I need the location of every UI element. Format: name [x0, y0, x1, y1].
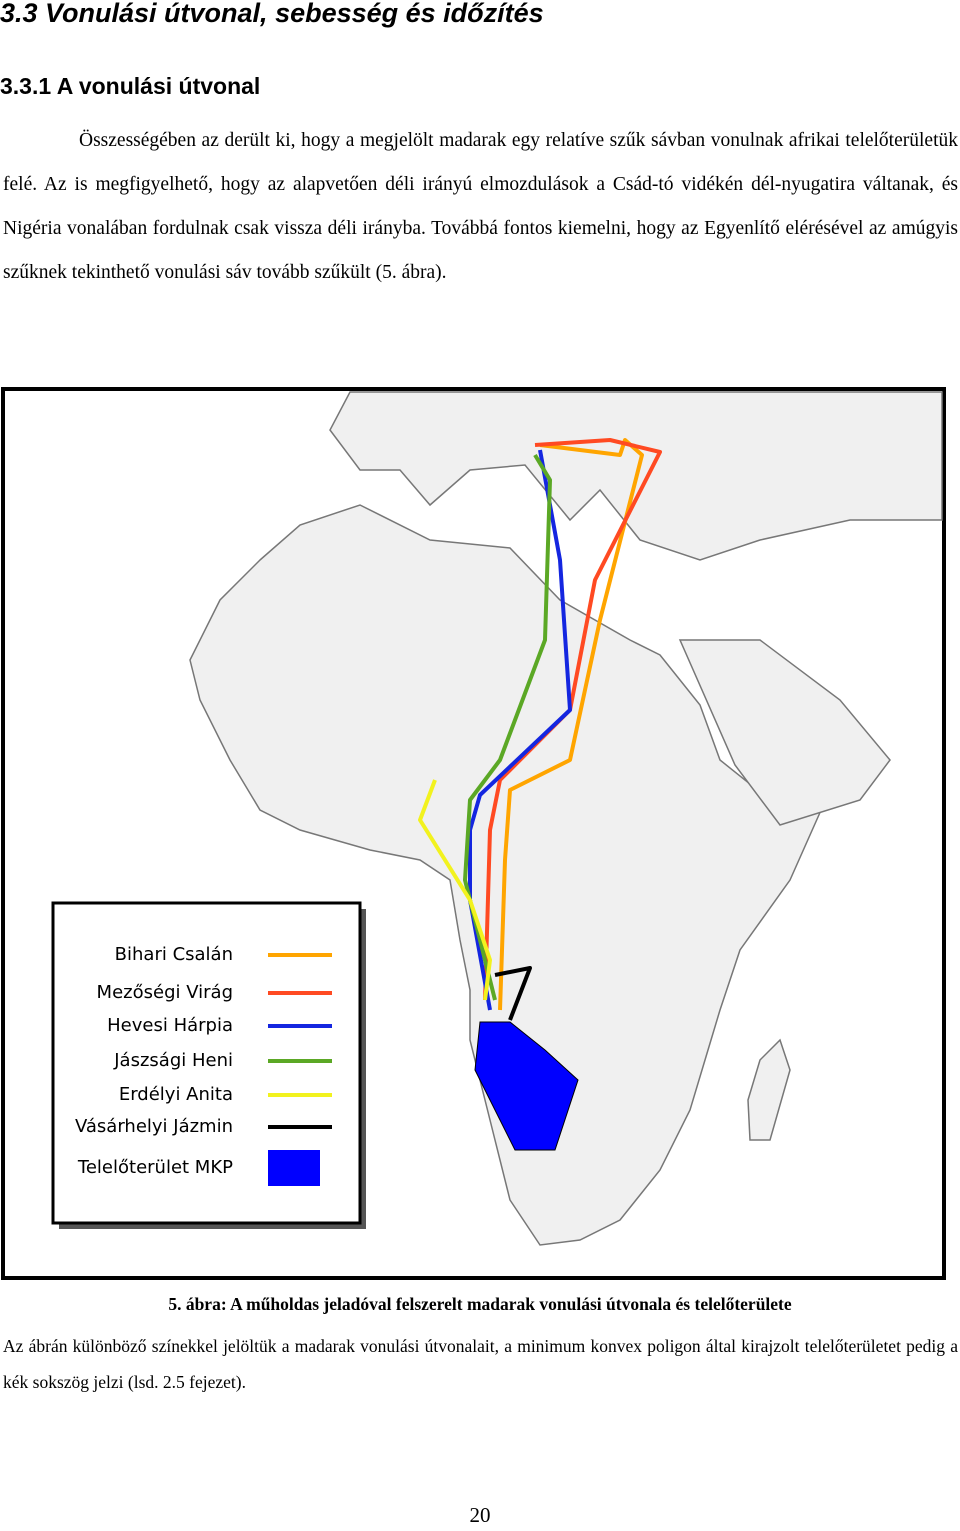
routes [418, 438, 662, 1151]
figure-caption: 5. ábra: A műholdas jeladóval felszerelt… [168, 1294, 792, 1314]
legend-swatch [268, 1150, 320, 1186]
legend-label: Bihari Csalán [115, 944, 233, 965]
africa [189, 504, 832, 1246]
legend-label: Telelőterület MKP [77, 1157, 233, 1178]
arabia [678, 639, 891, 826]
subsection-title: 3.3.1 A vonulási útvonal [0, 73, 261, 99]
legend-label: Erdélyi Anita [119, 1084, 233, 1105]
map-figure: Bihari Csalán Mezőségi Virág Hevesi Hárpia… [1, 387, 946, 1280]
legend-label: Jászsági Heni [113, 1050, 233, 1071]
madagascar [747, 1038, 791, 1141]
legend: Bihari Csalán Mezőségi Virág Hevesi Hárpia… [75, 944, 332, 1186]
figure-description: Az ábrán különböző színekkel jelöltük a … [3, 1336, 958, 1392]
route [498, 438, 644, 1011]
paragraph: Összességében az derült ki, hogy a megje… [3, 130, 958, 283]
page-number: 20 [469, 1503, 491, 1527]
wintering-area [474, 1021, 579, 1151]
route [483, 438, 662, 1001]
route [463, 453, 552, 1001]
legend-label: Hevesi Hárpia [107, 1015, 233, 1036]
legend-label: Mezőségi Virág [97, 982, 233, 1003]
section-title: 3.3 Vonulási útvonal, sebesség és időzít… [0, 0, 544, 28]
legend-label: Vásárhelyi Jázmin [75, 1116, 233, 1137]
route [494, 966, 532, 1021]
route [418, 779, 492, 1001]
